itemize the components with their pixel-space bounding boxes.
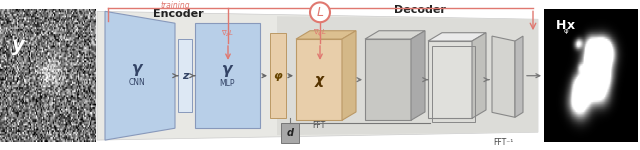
Bar xyxy=(365,39,411,120)
Polygon shape xyxy=(515,36,523,117)
Text: γ: γ xyxy=(132,61,142,76)
Text: y: y xyxy=(12,36,24,56)
Bar xyxy=(270,33,286,118)
Text: Decoder: Decoder xyxy=(394,5,446,15)
Polygon shape xyxy=(342,31,356,120)
Bar xyxy=(432,46,475,122)
Polygon shape xyxy=(428,33,486,41)
Text: FFT⁻¹: FFT⁻¹ xyxy=(493,138,513,147)
Polygon shape xyxy=(105,11,175,140)
Polygon shape xyxy=(492,36,515,117)
Text: MLP: MLP xyxy=(220,79,236,88)
Text: FFT: FFT xyxy=(312,121,326,130)
Text: training: training xyxy=(160,1,190,10)
Text: z: z xyxy=(182,71,188,81)
Bar xyxy=(428,41,472,118)
Circle shape xyxy=(310,2,330,22)
Text: x: x xyxy=(567,19,575,32)
Text: $\nabla_\varphi L$: $\nabla_\varphi L$ xyxy=(313,28,327,39)
Bar xyxy=(281,123,299,143)
Text: $\nabla_z L$: $\nabla_z L$ xyxy=(221,29,234,39)
Polygon shape xyxy=(296,31,356,39)
Polygon shape xyxy=(472,33,486,118)
Polygon shape xyxy=(411,31,425,120)
Text: L: L xyxy=(317,6,323,19)
Text: CNN: CNN xyxy=(129,78,145,87)
Text: Encoder: Encoder xyxy=(153,9,204,19)
Polygon shape xyxy=(97,11,538,140)
Bar xyxy=(195,23,260,128)
Text: γ: γ xyxy=(222,62,233,77)
Polygon shape xyxy=(277,16,538,135)
Text: φ: φ xyxy=(564,28,568,34)
Polygon shape xyxy=(365,31,425,39)
Text: H: H xyxy=(556,19,566,32)
Text: φ: φ xyxy=(274,71,282,81)
Bar xyxy=(178,39,192,112)
Text: χ: χ xyxy=(314,73,323,87)
Bar xyxy=(296,39,342,120)
Text: d: d xyxy=(287,128,294,138)
